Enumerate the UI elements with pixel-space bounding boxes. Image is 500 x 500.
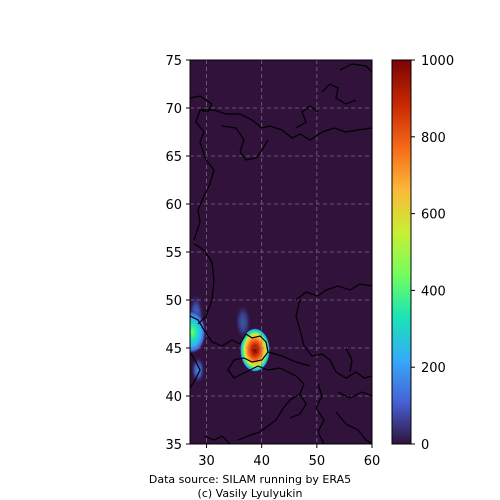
x-axis: 30 40 50 60 [198, 444, 380, 469]
colorbar [391, 59, 412, 445]
y-tick-label: 65 [165, 150, 182, 165]
y-tick-label: 75 [165, 54, 182, 69]
plume-west-edge [190, 310, 206, 354]
y-tick-label: 55 [165, 246, 182, 261]
coastlines [190, 63, 372, 444]
x-tick-label: 60 [364, 454, 381, 469]
colorbar-tick-label: 0 [421, 438, 429, 453]
x-tick-label: 30 [198, 454, 215, 469]
y-tick-label: 40 [165, 390, 182, 405]
colorbar-tick-label: 400 [421, 284, 446, 299]
colorbar-tick-label: 600 [421, 208, 446, 223]
y-tick-label: 70 [165, 102, 182, 117]
colorbar-tick-label: 800 [421, 131, 446, 146]
y-tick-label: 45 [165, 342, 182, 357]
x-tick-label: 50 [309, 454, 326, 469]
grid-lines [190, 60, 372, 444]
y-axis: 35 40 45 50 55 60 65 70 75 [165, 54, 190, 453]
footer-credit-author: (c) Vasily Lyulyukin [197, 487, 303, 500]
y-tick-label: 35 [165, 438, 182, 453]
x-tick-label: 40 [253, 454, 270, 469]
plume-stream [235, 304, 251, 340]
colorbar-axis: 0 200 400 600 800 1000 [411, 54, 454, 453]
plume-west-lower [191, 356, 205, 384]
y-tick-label: 50 [165, 294, 182, 309]
colorbar-tick-label: 200 [421, 361, 446, 376]
y-tick-label: 60 [165, 198, 182, 213]
map-content [190, 60, 372, 444]
plume-crimea [240, 328, 270, 372]
colorbar-tick-label: 1000 [421, 54, 454, 69]
footer-credit-source: Data source: SILAM running by ERA5 [148, 473, 352, 486]
